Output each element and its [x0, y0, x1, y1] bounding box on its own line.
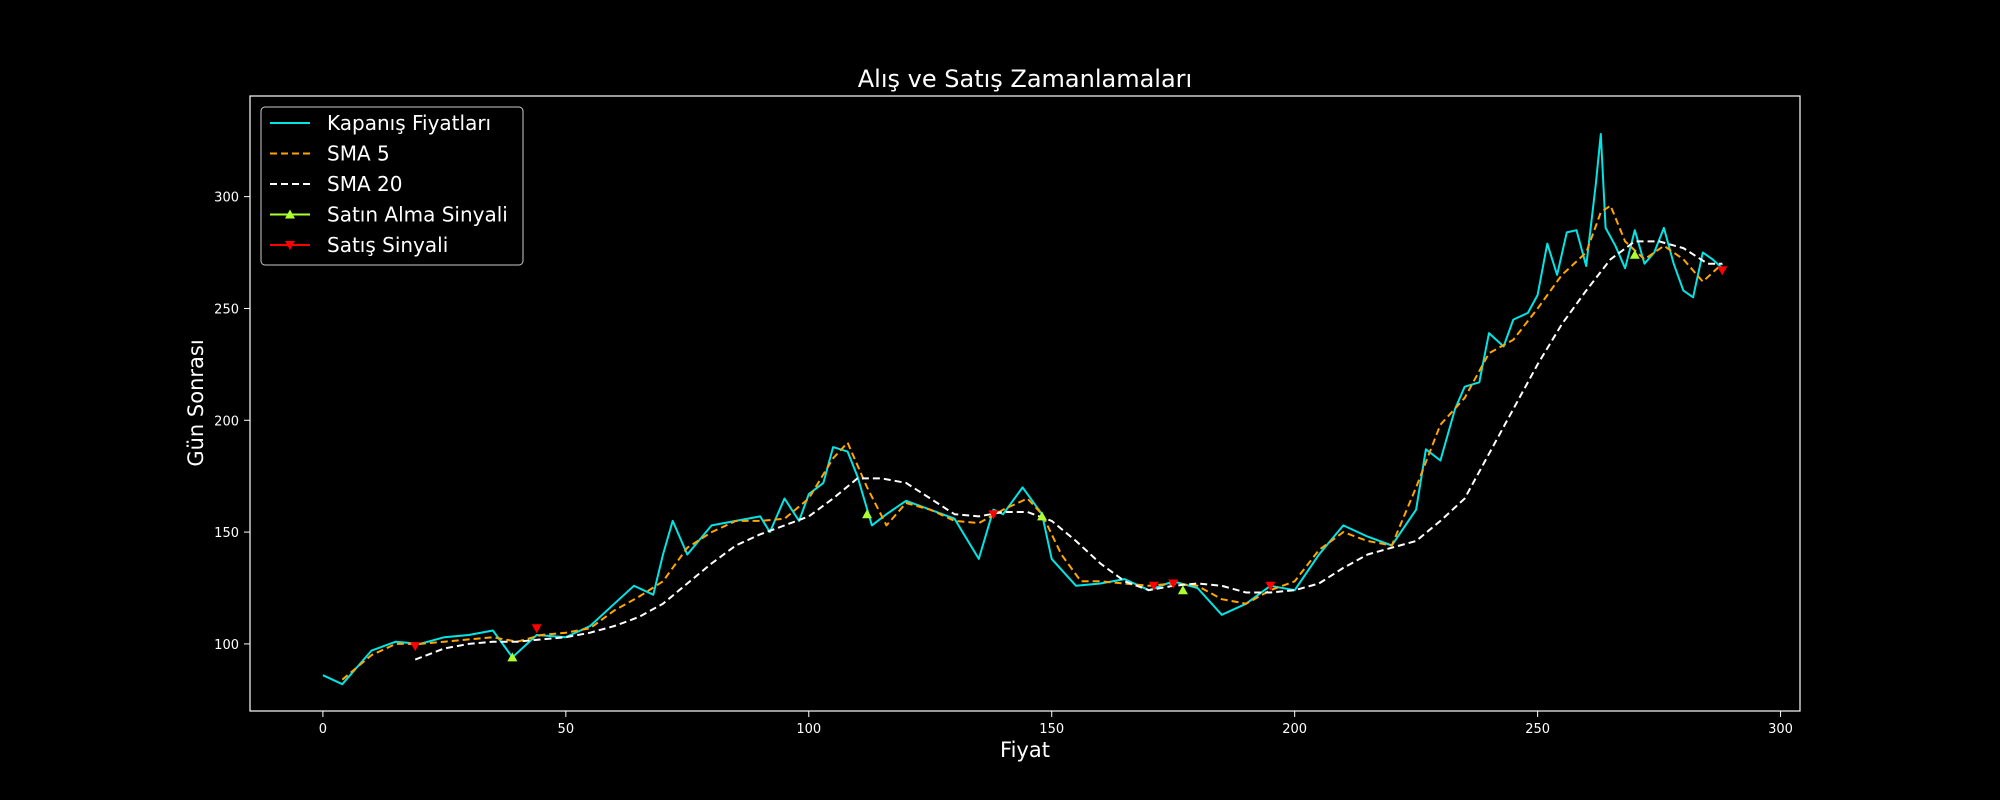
legend: Kapanış Fiyatları SMA 5 SMA 20 Satın Alma S… — [260, 106, 524, 266]
sell-signal-marker — [1148, 581, 1159, 591]
sell-signal-marker — [1168, 579, 1179, 589]
plot-frame — [249, 95, 1801, 712]
legend-marker-sell — [285, 241, 295, 250]
legend-label-sma5: SMA 5 — [327, 142, 390, 166]
x-axis-label: Fiyat — [1000, 738, 1050, 762]
x-axis-ticks: 0 50 100 150 200 250 300 — [319, 711, 1793, 737]
legend-marker-buy — [285, 209, 295, 219]
buy-signal-marker — [1177, 585, 1188, 595]
plot-markers — [410, 249, 1728, 662]
legend-label-sell: Satış Sinyali — [327, 233, 448, 257]
y-tick-label: 250 — [214, 302, 239, 317]
buy-signal-marker — [1037, 511, 1048, 521]
legend-label-close: Kapanış Fiyatları — [327, 111, 491, 135]
x-tick-label: 0 — [319, 722, 327, 737]
series-line-sma20 — [414, 240, 1723, 661]
series-line-sma5 — [341, 204, 1723, 681]
y-axis-label: Gün Sonrası — [184, 339, 208, 466]
sell-signal-marker — [531, 624, 542, 634]
series-line-close — [322, 133, 1723, 686]
buy-signal-marker — [862, 509, 873, 519]
buy-signal-marker — [507, 652, 518, 662]
x-tick-label: 200 — [1282, 722, 1307, 737]
legend-label-sma20: SMA 20 — [327, 172, 402, 196]
x-tick-label: 150 — [1039, 722, 1064, 737]
x-tick-label: 50 — [558, 722, 575, 737]
sell-signal-marker — [988, 510, 999, 520]
sell-signal-marker — [1265, 581, 1276, 591]
y-axis-ticks: 100 150 200 250 300 — [214, 191, 250, 653]
x-tick-label: 250 — [1525, 722, 1550, 737]
x-tick-label: 300 — [1768, 722, 1793, 737]
plot-lines — [322, 133, 1723, 686]
sell-signal-marker — [410, 642, 421, 652]
buy-signal-marker — [1629, 249, 1640, 259]
chart-title: Alış ve Satış Zamanlamaları — [858, 65, 1192, 93]
x-tick-label: 100 — [796, 722, 821, 737]
y-tick-label: 300 — [214, 191, 239, 206]
legend-box — [260, 106, 524, 266]
sell-signal-marker — [1717, 266, 1728, 276]
y-tick-label: 100 — [214, 638, 239, 653]
y-tick-label: 200 — [214, 414, 239, 429]
y-tick-label: 150 — [214, 526, 239, 541]
legend-label-buy: Satın Alma Sinyali — [327, 203, 508, 227]
